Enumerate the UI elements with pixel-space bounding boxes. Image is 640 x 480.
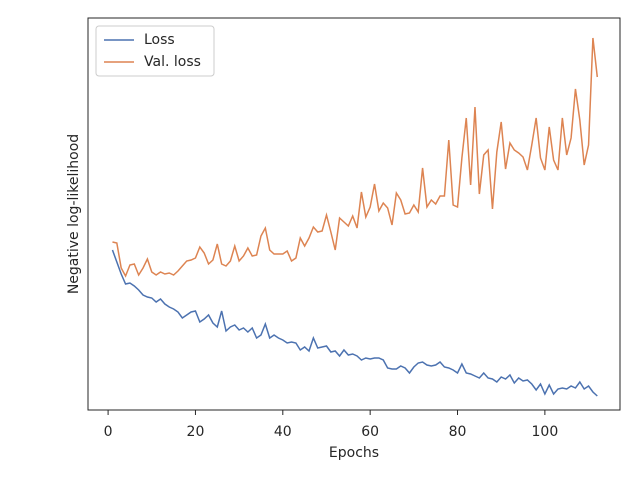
x-tick-label: 80 xyxy=(449,424,467,440)
legend-label: Val. loss xyxy=(144,54,201,70)
y-axis-label: Negative log-likelihood xyxy=(66,134,82,294)
legend-label: Loss xyxy=(144,32,175,48)
plot-frame xyxy=(87,17,621,411)
series-line xyxy=(111,249,598,397)
legend-box xyxy=(95,25,215,77)
x-tick-label: 60 xyxy=(361,424,379,440)
x-tick-label: 0 xyxy=(104,424,113,440)
x-tick-label: 20 xyxy=(187,424,205,440)
x-tick-label: 40 xyxy=(274,424,292,440)
x-tick-label: 100 xyxy=(532,424,559,440)
series-line xyxy=(112,37,599,278)
x-axis-label: Epochs xyxy=(329,445,379,461)
